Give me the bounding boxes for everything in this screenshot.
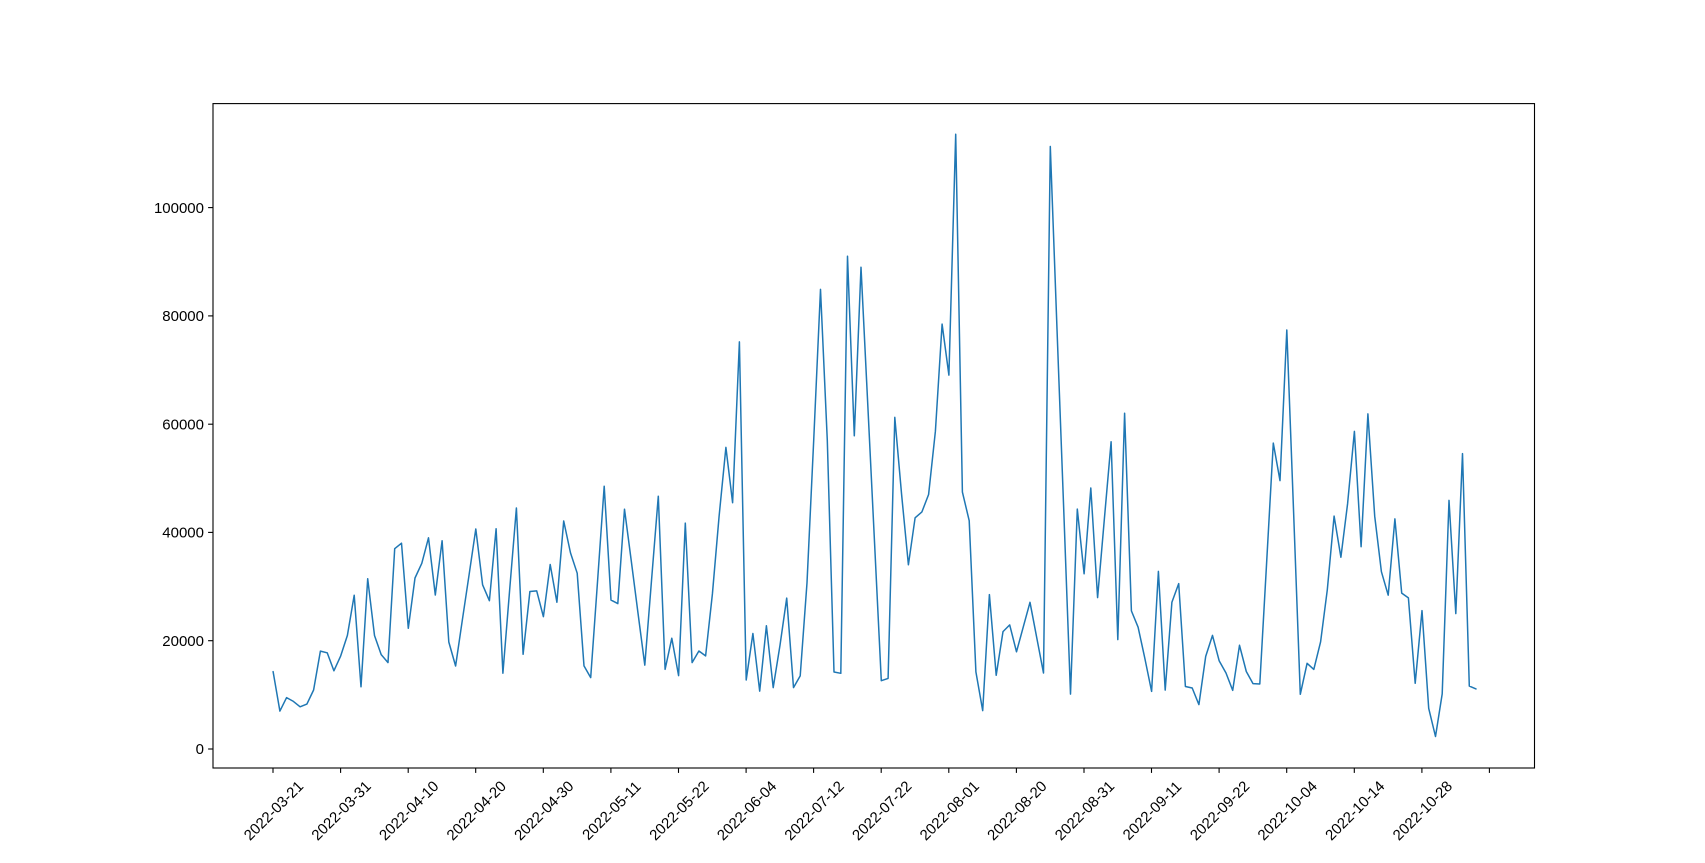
svg-text:40000: 40000 (162, 525, 204, 542)
svg-text:80000: 80000 (162, 308, 204, 325)
svg-text:20000: 20000 (162, 633, 204, 650)
svg-text:60000: 60000 (162, 416, 204, 433)
svg-text:100000: 100000 (154, 200, 204, 217)
svg-text:0: 0 (196, 741, 204, 758)
